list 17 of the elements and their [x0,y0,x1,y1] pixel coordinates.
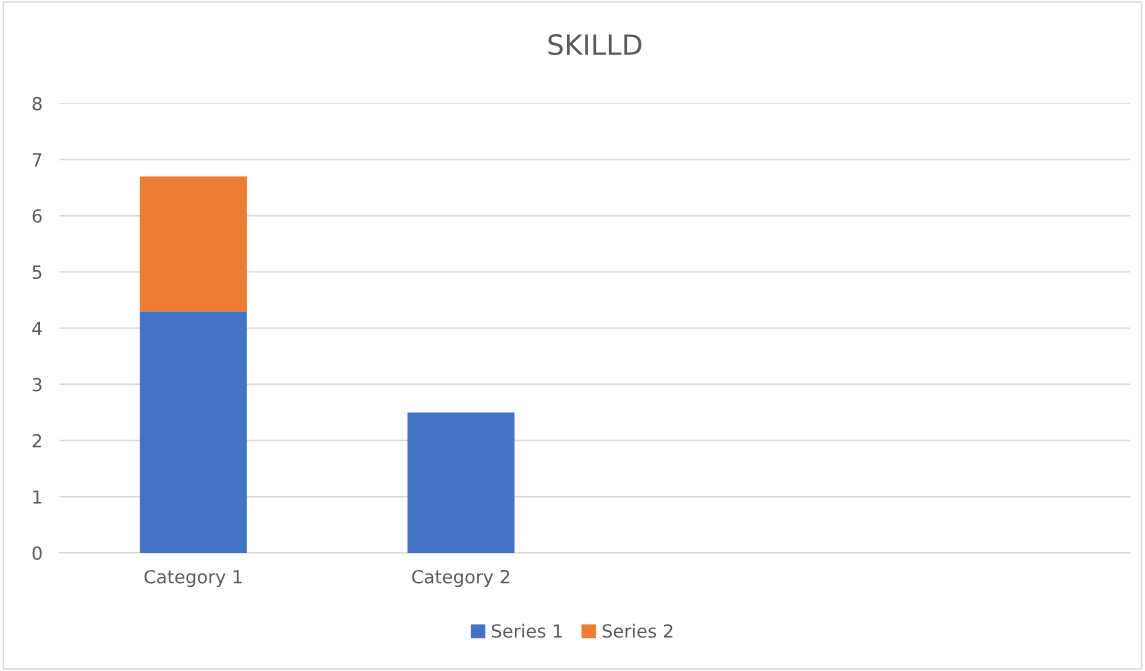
y-tick-label: 8 [32,96,42,111]
legend-label: Series 2 [602,623,673,638]
y-tick-label: 0 [32,546,42,561]
legend-label: Series 1 [491,623,562,638]
bar [407,412,515,553]
y-tick-label: 3 [32,377,42,392]
y-tick-label: 5 [32,265,42,280]
y-tick-label: 4 [32,321,42,335]
y-tick-label: 7 [32,153,42,167]
y-tick-label: 1 [33,490,42,504]
y-tick-label: 2 [32,433,42,448]
bar [139,311,247,553]
x-tick-label: Category 1 [144,569,242,588]
chart-title: SKILLD [548,34,642,56]
x-tick-label: Category 2 [412,569,510,588]
bar [139,176,247,312]
y-tick-label: 6 [32,209,42,223]
